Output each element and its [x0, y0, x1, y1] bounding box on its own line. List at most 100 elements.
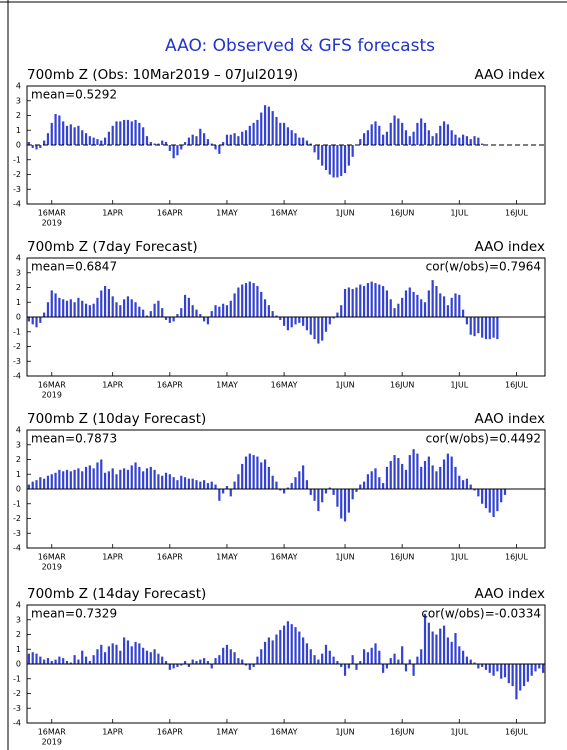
y-tick-label: 0 — [16, 485, 21, 494]
bar — [130, 465, 133, 489]
bar — [100, 140, 103, 145]
y-tick-label: -3 — [13, 185, 21, 194]
bar — [458, 475, 461, 489]
bar — [46, 302, 50, 317]
bar — [195, 309, 198, 317]
bar — [290, 130, 293, 145]
bar — [275, 481, 278, 489]
bar — [27, 317, 31, 322]
bar — [309, 317, 312, 335]
bar — [439, 293, 442, 317]
y-tick-label: -4 — [13, 544, 21, 553]
bar — [473, 317, 476, 337]
bar — [450, 130, 453, 145]
bar — [43, 140, 46, 145]
bar — [96, 649, 99, 664]
x-tick-label: 1JUN — [335, 209, 354, 218]
bar — [267, 637, 270, 664]
bar — [203, 317, 206, 322]
bar — [351, 145, 354, 157]
bar — [103, 137, 107, 145]
x-tick-label: 16MAR — [38, 209, 67, 218]
bar — [50, 122, 53, 145]
bar — [374, 283, 377, 317]
bar — [161, 656, 164, 664]
bar — [305, 317, 309, 331]
y-tick-label: -3 — [13, 529, 21, 538]
bar — [96, 139, 99, 145]
bar — [210, 143, 213, 145]
bar — [100, 459, 103, 489]
bar — [210, 481, 213, 489]
x-tick-label: 16JUN — [390, 209, 414, 218]
year-label: 2019 — [42, 738, 62, 747]
bar — [145, 136, 149, 145]
bar — [465, 317, 469, 325]
x-tick-label: 16JUN — [390, 553, 414, 562]
bar — [416, 453, 419, 489]
bar — [385, 131, 389, 145]
x-tick-label: 1APR — [102, 728, 123, 737]
bar — [107, 131, 110, 145]
x-tick-label: 16MAY — [271, 381, 298, 390]
bar — [359, 284, 362, 317]
bar — [73, 127, 76, 145]
bar — [393, 115, 396, 145]
bar — [77, 659, 80, 664]
bar — [62, 471, 65, 489]
bar — [313, 145, 316, 153]
bar — [187, 297, 190, 317]
bar — [46, 475, 50, 489]
bar — [469, 484, 472, 489]
x-tick-label: 16MAY — [271, 728, 298, 737]
bar — [187, 478, 190, 489]
bar — [206, 661, 210, 664]
bar — [88, 305, 91, 317]
bar — [279, 317, 282, 320]
bar — [382, 664, 385, 673]
bar — [366, 283, 369, 317]
bar — [210, 664, 213, 669]
bar — [96, 297, 99, 317]
year-label: 2019 — [42, 219, 62, 228]
bar — [469, 659, 472, 664]
bar — [290, 483, 293, 489]
bar — [416, 294, 419, 317]
bar — [107, 471, 110, 489]
bar — [58, 297, 61, 317]
bar — [336, 312, 339, 317]
bar — [126, 640, 130, 664]
bar — [450, 641, 453, 664]
bar — [347, 145, 350, 166]
bar — [427, 290, 430, 317]
bar — [462, 309, 465, 317]
bar — [50, 661, 53, 664]
bar — [321, 653, 324, 664]
x-tick-label: 1JUL — [450, 728, 468, 737]
bar — [244, 456, 248, 489]
bar — [39, 145, 42, 148]
bar — [408, 659, 411, 664]
bar — [145, 650, 149, 664]
bar — [46, 133, 50, 145]
bar — [359, 661, 362, 664]
y-tick-label: 1 — [16, 645, 21, 654]
bar — [123, 468, 126, 489]
bar — [340, 145, 343, 176]
bar — [492, 317, 495, 338]
bar — [248, 281, 251, 317]
x-tick-label: 1MAY — [216, 553, 238, 562]
bar — [199, 314, 202, 317]
bar — [324, 489, 328, 494]
bar — [233, 652, 236, 664]
bar — [336, 489, 339, 507]
bar — [332, 656, 335, 664]
bar — [484, 489, 488, 509]
bar — [164, 472, 168, 489]
bar — [275, 315, 278, 317]
bar — [256, 286, 259, 317]
y-tick-label: 1 — [16, 470, 21, 479]
bar — [191, 134, 194, 145]
bar — [176, 664, 179, 667]
bar — [138, 643, 141, 664]
